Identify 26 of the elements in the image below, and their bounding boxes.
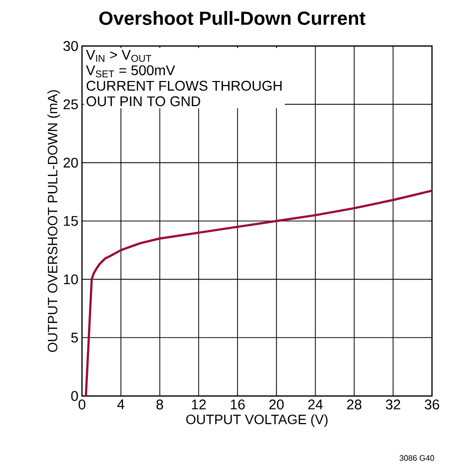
- x-axis-title: OUTPUT VOLTAGE (V): [186, 414, 328, 427]
- annotation: V$_{SET}$ = 500mV: [86, 65, 176, 78]
- x-tick-label: 8: [156, 400, 164, 410]
- y-axis-title: OUTPUT OVERSHOOT PULL-DOWN (mA): [47, 90, 60, 352]
- y-tick-label: 15: [64, 216, 78, 226]
- y-tick-label: 20: [64, 158, 78, 168]
- y-tick-label: 0: [71, 391, 78, 401]
- x-tick-label: 16: [230, 400, 245, 410]
- annotation: OUT PIN TO GND: [86, 96, 200, 106]
- annotation: CURRENT FLOWS THROUGH: [86, 80, 282, 91]
- x-tick-label: 36: [424, 400, 440, 410]
- x-tick-label: 0: [78, 400, 86, 410]
- y-tick-label: 30: [63, 41, 78, 51]
- x-tick-label: 12: [192, 400, 206, 410]
- text: 3086 G40: [400, 455, 434, 461]
- x-tick-label: 20: [269, 400, 284, 410]
- y-tick-label: 5: [71, 332, 78, 343]
- y-tick-label: 10: [64, 274, 78, 284]
- x-tick-label: 28: [347, 400, 362, 410]
- annotation: V$_{IN}$ > V$_{OUT}$: [86, 50, 152, 62]
- x-tick-label: 24: [308, 400, 323, 410]
- x-tick-label: 4: [117, 400, 124, 410]
- y-tick-label: 25: [64, 99, 78, 110]
- chart-title: Overshoot Pull-Down Current: [99, 11, 366, 25]
- line-series: [84, 190, 434, 398]
- x-tick-label: 32: [386, 400, 400, 410]
